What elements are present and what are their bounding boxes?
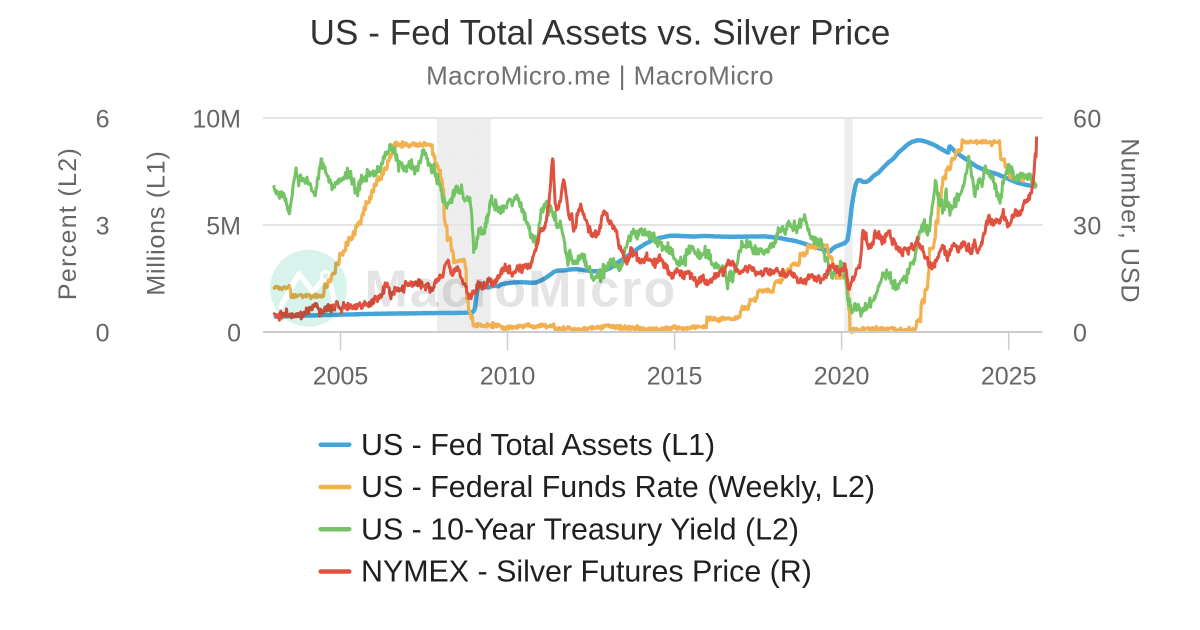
svg-text:2015: 2015	[647, 363, 703, 391]
svg-text:MacroMicro.me | MacroMicro: MacroMicro.me | MacroMicro	[426, 61, 774, 91]
svg-text:6: 6	[96, 105, 110, 133]
svg-text:Millions (L1): Millions (L1)	[143, 150, 171, 295]
svg-text:0: 0	[1073, 319, 1087, 347]
svg-text:Percent (L2): Percent (L2)	[54, 147, 82, 300]
svg-text:NYMEX - Silver Futures Price (: NYMEX - Silver Futures Price (R)	[361, 555, 812, 589]
svg-text:10M: 10M	[192, 105, 241, 133]
svg-text:US - Federal Funds Rate (Weekl: US - Federal Funds Rate (Weekly, L2)	[361, 470, 875, 504]
svg-text:2025: 2025	[981, 363, 1037, 391]
svg-text:US - 10-Year Treasury Yield (L: US - 10-Year Treasury Yield (L2)	[361, 512, 799, 546]
svg-text:60: 60	[1073, 105, 1102, 133]
svg-text:MacroMicro: MacroMicro	[365, 261, 678, 319]
svg-text:US - Fed Total Assets (L1): US - Fed Total Assets (L1)	[361, 428, 715, 462]
svg-text:2010: 2010	[480, 363, 536, 391]
svg-text:0: 0	[96, 319, 110, 347]
svg-text:0: 0	[227, 319, 241, 347]
svg-text:5M: 5M	[206, 212, 241, 240]
svg-text:Number, USD: Number, USD	[1116, 138, 1144, 303]
svg-text:30: 30	[1073, 212, 1102, 240]
svg-text:US - Fed Total Assets vs. Silv: US - Fed Total Assets vs. Silver Price	[310, 13, 891, 52]
svg-text:3: 3	[96, 212, 110, 240]
svg-text:2020: 2020	[814, 363, 870, 391]
svg-text:2005: 2005	[313, 363, 369, 391]
